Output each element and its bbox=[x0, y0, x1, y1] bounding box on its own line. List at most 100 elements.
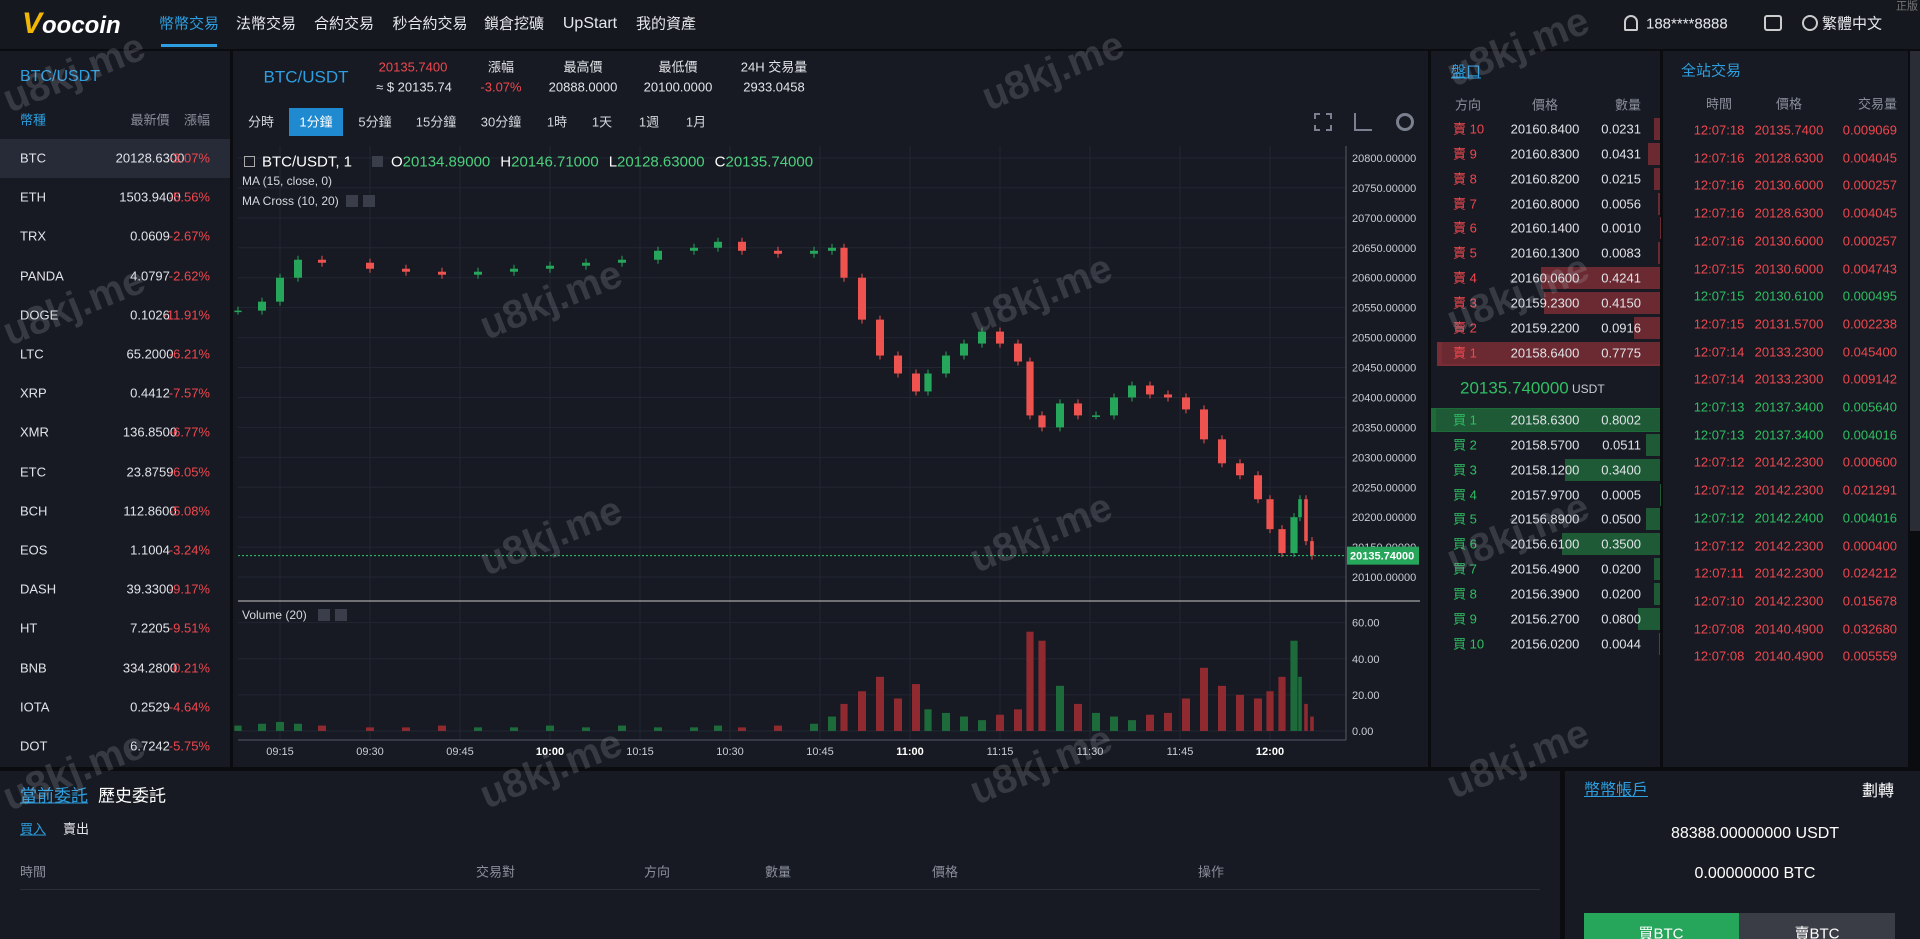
market-price: 0.1026 bbox=[130, 307, 170, 323]
order-price[interactable]: 20160.1300 bbox=[1510, 245, 1580, 261]
order-amount: 0.7775 bbox=[1601, 345, 1641, 361]
order-amount: 0.0005 bbox=[1601, 487, 1641, 503]
order-price[interactable]: 20158.6400 bbox=[1510, 345, 1580, 361]
bid-label: 買 6 bbox=[1453, 536, 1477, 552]
user-account[interactable]: 188****8888 bbox=[1646, 15, 1728, 33]
ticker-price: 20135.7400 bbox=[378, 59, 448, 75]
nav-item[interactable]: 秒合約交易 bbox=[392, 15, 468, 33]
order-price[interactable]: 20160.1400 bbox=[1510, 220, 1580, 236]
order-price[interactable]: 20160.8200 bbox=[1510, 171, 1580, 187]
timeframe-button[interactable]: 30分鐘 bbox=[480, 114, 522, 130]
market-symbol[interactable]: PANDA bbox=[20, 268, 64, 284]
timeframe-button[interactable]: 1週 bbox=[638, 114, 660, 130]
market-symbol[interactable]: LTC bbox=[20, 346, 44, 362]
market-price: 112.8600 bbox=[123, 503, 177, 519]
trade-price: 20137.3400 bbox=[1754, 427, 1824, 443]
trade-price: 20142.2300 bbox=[1754, 565, 1824, 581]
market-symbol[interactable]: XMR bbox=[20, 424, 49, 440]
order-price[interactable]: 20156.0200 bbox=[1510, 636, 1580, 652]
orders-tab[interactable]: 歷史委託 bbox=[98, 786, 166, 806]
ohlc-value: 20135.74000 bbox=[725, 153, 814, 171]
market-symbol[interactable]: EOS bbox=[20, 542, 48, 558]
order-price[interactable]: 20160.0600 bbox=[1510, 270, 1580, 286]
order-price[interactable]: 20160.8300 bbox=[1510, 146, 1580, 162]
account-title: 幣幣帳戶 bbox=[1584, 782, 1649, 799]
trade-amount: 0.005640 bbox=[1842, 399, 1897, 415]
ask-label: 賣 9 bbox=[1453, 146, 1477, 162]
market-symbol[interactable]: XRP bbox=[20, 385, 47, 401]
orders-tab[interactable]: 當前委託 bbox=[20, 786, 88, 806]
language-switch[interactable]: 繁體中文 bbox=[1822, 15, 1883, 33]
nav-item[interactable]: UpStart bbox=[562, 15, 618, 32]
market-symbol[interactable]: BCH bbox=[20, 503, 48, 519]
order-price[interactable]: 20156.3900 bbox=[1510, 586, 1580, 602]
order-price[interactable]: 20157.9700 bbox=[1510, 487, 1580, 503]
market-symbol[interactable]: ETH bbox=[20, 189, 46, 205]
market-price: 0.0609 bbox=[130, 228, 170, 244]
logo[interactable]: Voocoin bbox=[22, 7, 121, 40]
order-price[interactable]: 20158.1200 bbox=[1510, 462, 1580, 478]
nav-item[interactable]: 合約交易 bbox=[313, 15, 375, 33]
market-symbol[interactable]: ETC bbox=[20, 464, 46, 480]
indicator-icon bbox=[335, 609, 347, 621]
transfer-link[interactable]: 劃轉 bbox=[1861, 783, 1894, 800]
collapse-icon bbox=[244, 156, 255, 167]
trade-price: 20128.6300 bbox=[1754, 205, 1824, 221]
order-price[interactable]: 20158.5700 bbox=[1510, 437, 1580, 453]
timeframe-button[interactable]: 5分鐘 bbox=[358, 114, 392, 130]
market-symbol[interactable]: DOGE bbox=[20, 307, 59, 323]
market-price: 39.3300 bbox=[126, 581, 174, 597]
ohlc-key: C bbox=[714, 153, 726, 171]
nav-item[interactable]: 幣幣交易 bbox=[158, 15, 220, 33]
market-symbol[interactable]: BNB bbox=[20, 660, 47, 676]
nav-item[interactable]: 法幣交易 bbox=[235, 15, 297, 33]
timeframe-button[interactable]: 1時 bbox=[546, 114, 568, 130]
top-nav bbox=[0, 0, 1920, 49]
ticker-usd: ≈ $ 20135.74 bbox=[376, 79, 452, 95]
trade-price: 20140.4900 bbox=[1754, 621, 1824, 637]
market-symbol[interactable]: DOT bbox=[20, 738, 48, 754]
trade-price: 20142.2300 bbox=[1754, 593, 1824, 609]
trade-price: 20135.7400 bbox=[1754, 122, 1824, 138]
order-price[interactable]: 20156.6100 bbox=[1510, 536, 1580, 552]
order-amount: 0.0800 bbox=[1601, 611, 1641, 627]
trade-price: 20137.3400 bbox=[1754, 399, 1824, 415]
order-price[interactable]: 20159.2200 bbox=[1510, 320, 1580, 336]
depth-bar bbox=[1562, 533, 1660, 556]
trade-time: 12:07:16 bbox=[1693, 150, 1745, 166]
order-price[interactable]: 20156.8900 bbox=[1510, 511, 1580, 527]
orders-side-tab[interactable]: 賣出 bbox=[63, 821, 90, 837]
stat-label: 漲幅 bbox=[487, 59, 515, 75]
trade-time: 12:07:12 bbox=[1693, 482, 1745, 498]
market-symbol[interactable]: IOTA bbox=[20, 699, 50, 715]
order-price[interactable]: 20160.8000 bbox=[1510, 196, 1580, 212]
trade-amount: 0.009142 bbox=[1842, 371, 1897, 387]
user-icon bbox=[1624, 15, 1638, 31]
order-price[interactable]: 20158.6300 bbox=[1510, 412, 1580, 428]
order-book-header: 價格 bbox=[1531, 97, 1559, 113]
market-symbol[interactable]: HT bbox=[20, 620, 38, 636]
order-price[interactable]: 20159.2300 bbox=[1510, 295, 1580, 311]
order-price[interactable]: 20156.2700 bbox=[1510, 611, 1580, 627]
orders-side-tab[interactable]: 買入 bbox=[20, 821, 47, 837]
order-price[interactable]: 20160.8400 bbox=[1510, 121, 1580, 137]
order-price[interactable]: 20156.4900 bbox=[1510, 561, 1580, 577]
timeframe-button[interactable]: 15分鐘 bbox=[415, 114, 457, 130]
market-symbol[interactable]: DASH bbox=[20, 581, 57, 597]
market-symbol[interactable]: TRX bbox=[20, 228, 46, 244]
timeframe-button[interactable]: 分時 bbox=[247, 114, 275, 130]
sell-button-label[interactable]: 賣BTC bbox=[1794, 925, 1840, 939]
nav-item[interactable]: 我的資產 bbox=[635, 15, 697, 33]
order-amount: 0.3500 bbox=[1601, 536, 1641, 552]
timeframe-button[interactable]: 1天 bbox=[591, 114, 613, 130]
depth-bar bbox=[1657, 242, 1660, 265]
trade-amount: 0.000400 bbox=[1842, 538, 1897, 553]
timeframe-button[interactable]: 1月 bbox=[685, 114, 707, 130]
nav-item[interactable]: 鎖倉挖礦 bbox=[483, 15, 545, 33]
corner-badge: 正版 bbox=[1896, 0, 1918, 13]
timeframe-button[interactable]: 1分鐘 bbox=[299, 114, 333, 130]
bid-label: 買 9 bbox=[1453, 611, 1477, 627]
trade-amount: 0.045400 bbox=[1842, 344, 1897, 360]
market-symbol[interactable]: BTC bbox=[20, 150, 46, 166]
buy-button-label[interactable]: 買BTC bbox=[1638, 925, 1684, 939]
